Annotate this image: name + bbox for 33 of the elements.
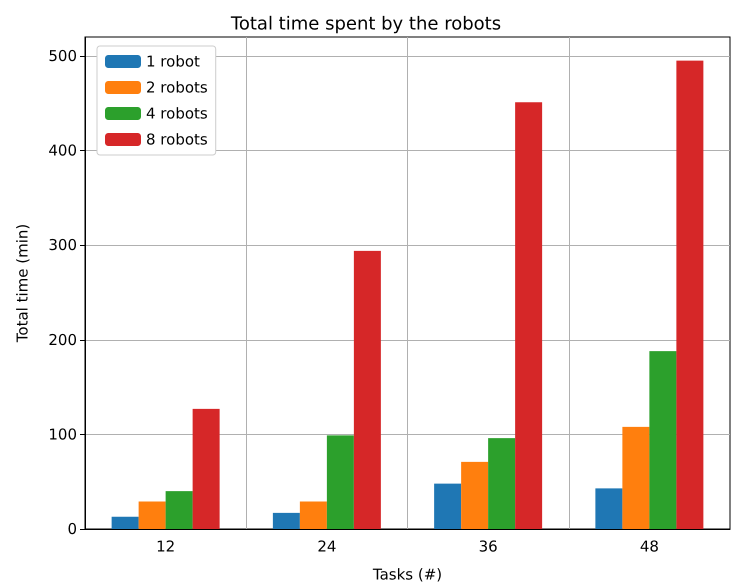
x-tick-label: 36 — [478, 538, 498, 556]
legend-label: 4 robots — [146, 104, 208, 122]
bar — [138, 502, 166, 529]
y-tick-label: 200 — [48, 330, 77, 349]
bar — [595, 488, 622, 529]
bar — [461, 462, 488, 529]
y-tick-label: 500 — [48, 46, 77, 65]
y-tick-label: 400 — [48, 142, 77, 160]
legend-label: 2 robots — [146, 78, 208, 96]
x-axis-title: Tasks (#) — [372, 566, 442, 584]
bar — [515, 102, 542, 529]
bar — [488, 438, 516, 529]
legend-label: 1 robot — [146, 52, 200, 70]
bar — [300, 502, 327, 529]
bar — [649, 351, 676, 529]
y-axis-title: Total time (min) — [14, 224, 32, 344]
x-tick-label: 48 — [640, 538, 659, 556]
legend-label: 8 robots — [146, 130, 208, 148]
x-tick-label: 12 — [156, 538, 176, 556]
bar — [326, 435, 354, 529]
bar — [434, 484, 462, 529]
bar — [166, 491, 193, 529]
y-tick-label: 0 — [67, 520, 77, 538]
bar — [622, 426, 650, 529]
y-tick-label: 100 — [48, 425, 77, 444]
bar — [192, 408, 220, 529]
x-tick-label: 24 — [317, 538, 336, 556]
bar — [112, 516, 139, 529]
bar — [272, 512, 300, 529]
chart-title: Total time spent by the robots — [230, 14, 502, 34]
y-tick-label: 300 — [48, 236, 77, 254]
bar — [354, 250, 381, 529]
bar — [676, 60, 704, 529]
